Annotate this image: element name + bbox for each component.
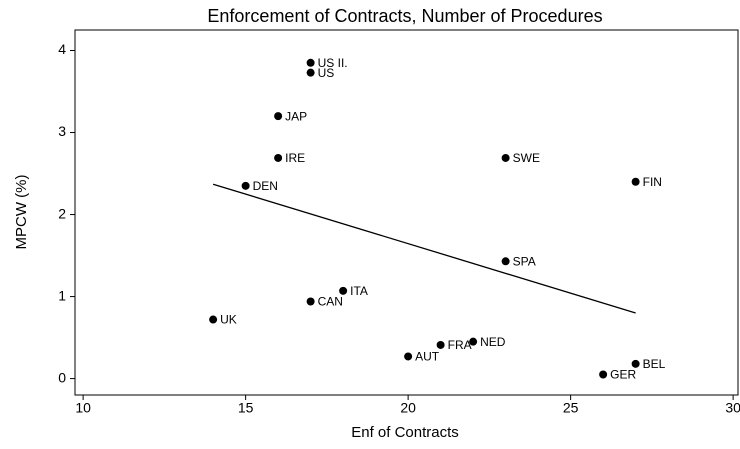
point <box>436 340 445 349</box>
point <box>241 181 250 190</box>
y-tick-label: 4 <box>58 41 66 57</box>
point-label: US II. <box>318 56 348 70</box>
y-axis-label: MPCW (%) <box>13 175 30 250</box>
point <box>631 177 640 186</box>
point-label: BEL <box>643 357 666 371</box>
point-label: IRE <box>285 151 305 165</box>
x-tick-label: 25 <box>563 400 579 416</box>
x-tick-label: 10 <box>75 400 91 416</box>
point-label: AUT <box>415 350 440 364</box>
x-tick-label: 15 <box>238 400 254 416</box>
fit-line <box>212 183 636 314</box>
plot-frame <box>74 29 739 396</box>
x-axis-label: Enf of Contracts <box>351 424 459 441</box>
point <box>274 153 283 162</box>
y-tick-label: 0 <box>58 369 66 385</box>
point <box>209 315 218 324</box>
point <box>469 337 478 346</box>
point <box>306 58 315 67</box>
point-label: SWE <box>513 151 540 165</box>
point <box>306 297 315 306</box>
x-tick-label: 30 <box>725 400 740 416</box>
point <box>501 257 510 266</box>
point-label: SPA <box>513 254 536 268</box>
point <box>599 370 608 379</box>
point-label: GER <box>610 368 636 382</box>
point <box>631 359 640 368</box>
y-tick-label: 3 <box>58 123 66 139</box>
point-label: FRA <box>448 338 472 352</box>
point-label: NED <box>480 335 506 349</box>
point <box>404 352 413 361</box>
point-label: UK <box>220 313 237 327</box>
point-label: CAN <box>318 295 343 309</box>
point-label: US <box>318 66 335 80</box>
point <box>339 286 348 295</box>
point-label: JAP <box>285 109 307 123</box>
point <box>306 68 315 77</box>
point-label: FIN <box>643 175 662 189</box>
y-tick-label: 2 <box>58 205 66 221</box>
y-tick-label: 1 <box>58 287 66 303</box>
point-label: DEN <box>253 179 278 193</box>
point-label: ITA <box>350 284 368 298</box>
point <box>274 112 283 121</box>
point <box>501 153 510 162</box>
chart-title: Enforcement of Contracts, Number of Proc… <box>207 6 602 26</box>
x-tick-label: 20 <box>400 400 416 416</box>
